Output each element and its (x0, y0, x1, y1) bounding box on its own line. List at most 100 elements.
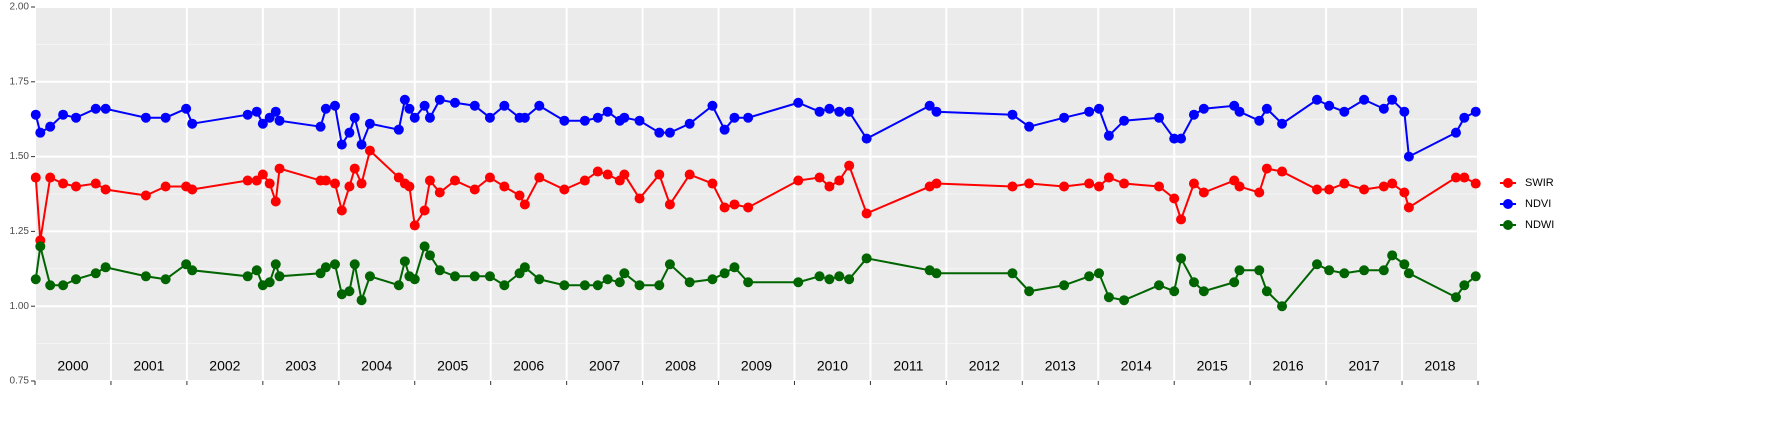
point (619, 268, 630, 279)
point (424, 250, 435, 261)
point (579, 175, 590, 186)
x-tick-label: 2007 (589, 358, 620, 374)
point (602, 106, 613, 117)
point (399, 256, 410, 267)
point (1169, 286, 1180, 297)
x-tick-label: 2013 (1045, 358, 1076, 374)
point (924, 100, 935, 111)
point (824, 103, 835, 114)
point (1176, 214, 1187, 225)
point (399, 94, 410, 105)
x-tick-label: 2016 (1273, 358, 1304, 374)
point (90, 268, 101, 279)
point (344, 127, 355, 138)
x-tick-label: 2002 (209, 358, 240, 374)
point (793, 277, 804, 288)
point (449, 271, 460, 282)
point (684, 169, 695, 180)
point (579, 115, 590, 126)
point (1007, 181, 1018, 192)
point (514, 190, 525, 201)
point (654, 280, 665, 291)
point (434, 187, 445, 198)
point (45, 280, 56, 291)
point (1188, 178, 1199, 189)
point (1359, 94, 1370, 105)
point (1094, 103, 1105, 114)
point (1261, 163, 1272, 174)
point (270, 106, 281, 117)
point (30, 274, 41, 285)
x-tick-label: 2017 (1349, 358, 1380, 374)
point (264, 178, 275, 189)
point (719, 124, 730, 135)
point (931, 178, 942, 189)
x-tick-label: 2004 (361, 358, 392, 374)
point (1339, 106, 1350, 117)
point (160, 181, 171, 192)
point (469, 100, 480, 111)
point (58, 109, 69, 120)
legend-key (1503, 199, 1513, 209)
point (1234, 265, 1245, 276)
point (329, 178, 340, 189)
legend-label: SWIR (1525, 177, 1554, 189)
point (1188, 109, 1199, 120)
point (1324, 265, 1335, 276)
point (187, 184, 198, 195)
point (1103, 172, 1114, 183)
point (1324, 100, 1335, 111)
point (844, 274, 855, 285)
point (824, 181, 835, 192)
y-tick-label: 1.00 (10, 301, 30, 312)
point (1378, 265, 1389, 276)
point (1403, 268, 1414, 279)
point (434, 94, 445, 105)
point (336, 139, 347, 150)
point (664, 199, 675, 210)
point (187, 265, 198, 276)
point (861, 133, 872, 144)
x-tick-label: 2009 (741, 358, 772, 374)
point (1450, 172, 1461, 183)
point (1470, 106, 1481, 117)
point (834, 175, 845, 186)
point (419, 100, 430, 111)
point (1399, 187, 1410, 198)
point (534, 172, 545, 183)
point (274, 115, 285, 126)
point (484, 112, 495, 123)
point (242, 271, 253, 282)
point (579, 280, 590, 291)
x-tick-label: 2001 (133, 358, 164, 374)
point (1094, 268, 1105, 279)
point (1378, 181, 1389, 192)
point (329, 100, 340, 111)
point (719, 268, 730, 279)
point (707, 178, 718, 189)
point (356, 139, 367, 150)
point (602, 274, 613, 285)
point (45, 172, 56, 183)
point (1154, 280, 1165, 291)
point (1229, 277, 1240, 288)
point (1176, 133, 1187, 144)
point (270, 196, 281, 207)
point (1359, 184, 1370, 195)
point (1059, 112, 1070, 123)
y-tick-label: 1.25 (10, 226, 30, 237)
point (264, 277, 275, 288)
point (58, 280, 69, 291)
point (592, 280, 603, 291)
point (592, 166, 603, 177)
point (1024, 286, 1035, 297)
point (1059, 280, 1070, 291)
point (349, 259, 360, 270)
point (729, 112, 740, 123)
point (729, 199, 740, 210)
point (1119, 295, 1130, 306)
point (834, 106, 845, 117)
point (336, 289, 347, 300)
point (35, 241, 46, 252)
point (320, 175, 331, 186)
